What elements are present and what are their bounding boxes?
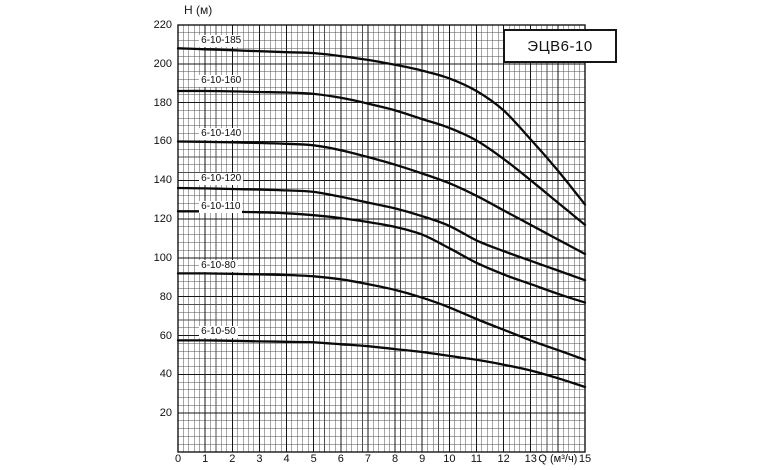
curve-6-10-140 — [176, 140, 587, 256]
curve-6-10-185 — [176, 47, 587, 206]
x-tick-0: 0 — [174, 453, 182, 465]
curve-label-6-10-120: 6-10-120 — [199, 173, 244, 186]
curve-label-6-10-50: 6-10-50 — [199, 325, 238, 338]
pump-model-title: ЭЦВ6-10 — [527, 37, 593, 55]
x-tick-13: 13 — [524, 453, 537, 465]
curve-6-10-110 — [176, 210, 587, 304]
x-tick-10: 10 — [443, 453, 456, 465]
x-tick-8: 8 — [392, 453, 399, 465]
x-tick-4: 4 — [283, 453, 290, 465]
x-tick-9: 9 — [419, 453, 426, 465]
x-tick-15: 15 — [578, 453, 592, 465]
curve-6-10-80 — [176, 272, 587, 361]
curve-6-10-160 — [176, 89, 587, 227]
y-tick-80: 80 — [159, 290, 172, 303]
plot-border — [177, 24, 586, 453]
y-tick-60: 60 — [159, 329, 172, 342]
pump-curves — [176, 47, 587, 389]
x-tick-11: 11 — [470, 453, 483, 465]
grid-minor-lines — [178, 25, 585, 452]
pump-model-title-box: ЭЦВ6-10 — [503, 29, 617, 63]
curve-label-6-10-110: 6-10-110 — [199, 201, 243, 214]
curve-label-6-10-80: 6-10-80 — [199, 259, 238, 272]
x-tick-2: 2 — [229, 453, 236, 465]
grid-major-lines — [177, 24, 586, 453]
y-tick-120: 120 — [153, 213, 172, 226]
y-tick-20: 20 — [159, 407, 172, 420]
y-tick-180: 180 — [153, 96, 172, 109]
x-tick-12: 12 — [497, 453, 510, 465]
x-axis-title: Q (м³/ч) — [538, 453, 578, 465]
curve-6-10-50 — [176, 339, 587, 389]
x-tick-1: 1 — [202, 453, 209, 465]
y-tick-160: 160 — [153, 135, 172, 148]
curve-6-10-120 — [176, 186, 587, 282]
y-axis-title: Н (м) — [184, 3, 213, 17]
x-tick-3: 3 — [256, 453, 263, 465]
y-tick-100: 100 — [153, 251, 172, 264]
y-tick-220: 220 — [153, 19, 172, 31]
curve-label-6-10-185: 6-10-185 — [199, 34, 244, 47]
y-tick-200: 200 — [153, 57, 172, 70]
y-tick-40: 40 — [159, 368, 172, 381]
y-tick-140: 140 — [153, 174, 172, 187]
curve-label-6-10-160: 6-10-160 — [199, 75, 244, 88]
x-tick-5: 5 — [310, 453, 317, 465]
x-tick-6: 6 — [337, 453, 344, 465]
curve-label-6-10-140: 6-10-140 — [199, 127, 244, 140]
x-tick-7: 7 — [364, 453, 371, 465]
